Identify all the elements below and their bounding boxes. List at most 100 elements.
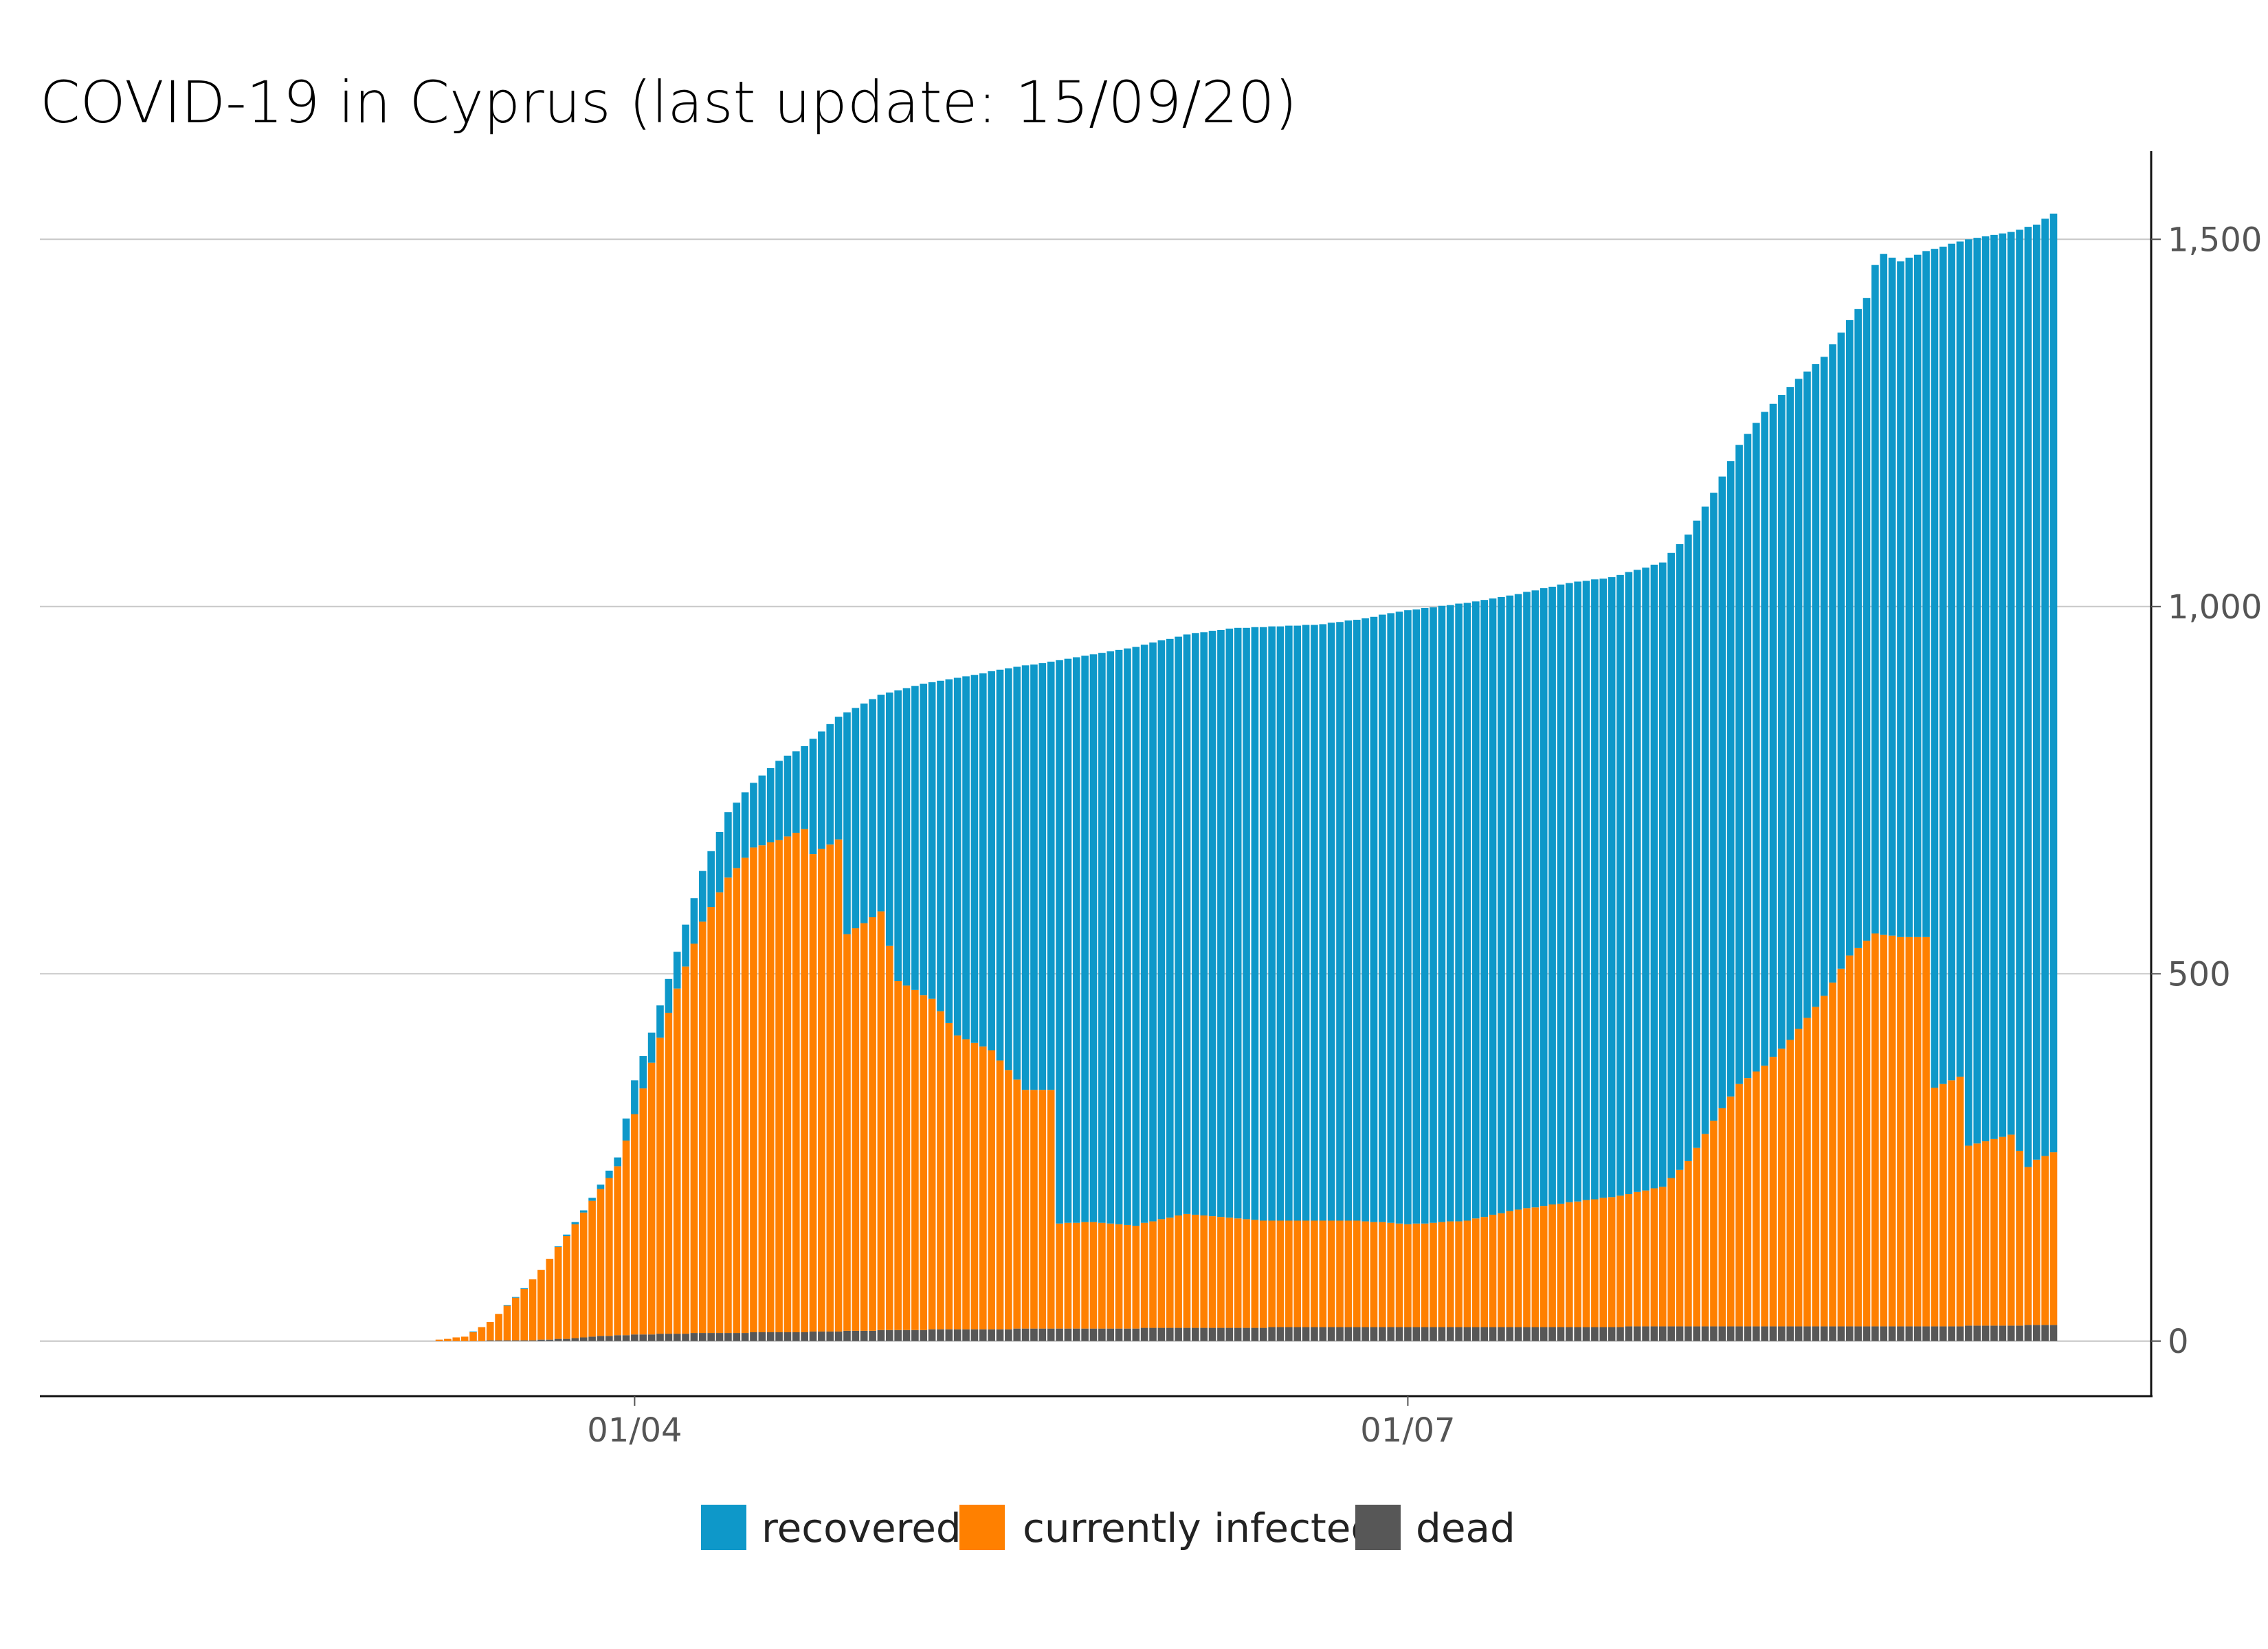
bar-dead-2020-05-26 — [1098, 1328, 1106, 1341]
bar-recovered-2020-08-13 — [1769, 403, 1777, 1057]
bar-dead-2020-06-10 — [1225, 1327, 1234, 1341]
bar-infected-2020-07-08 — [1463, 1220, 1471, 1327]
bar-recovered-2020-03-24 — [563, 1234, 570, 1236]
bar-infected-2020-03-29 — [605, 1178, 613, 1336]
bar-infected-2020-03-28 — [597, 1189, 605, 1336]
bar-infected-2020-07-16 — [1531, 1207, 1539, 1327]
bar-dead-2020-03-28 — [597, 1336, 605, 1341]
bar-infected-2020-04-22 — [809, 854, 817, 1332]
bar-recovered-2020-04-14 — [741, 792, 749, 858]
bar-infected-2020-07-30 — [1650, 1188, 1658, 1327]
bar-infected-2020-07-20 — [1566, 1202, 1573, 1327]
bar-infected-2020-09-10 — [2007, 1134, 2015, 1326]
bar-dead-2020-08-03 — [1685, 1326, 1692, 1341]
bar-dead-2020-07-02 — [1412, 1327, 1421, 1341]
bar-dead-2020-08-02 — [1676, 1326, 1684, 1341]
bar-recovered-2020-04-12 — [724, 812, 732, 878]
bar-recovered-2020-06-27 — [1370, 616, 1378, 1222]
bar-dead-2020-09-01 — [1931, 1326, 1939, 1341]
bar-recovered-2020-05-09 — [953, 677, 961, 1036]
bar-dead-2020-08-17 — [1803, 1326, 1811, 1341]
bar-dead-2020-03-20 — [529, 1340, 537, 1341]
bar-recovered-2020-06-15 — [1268, 626, 1276, 1221]
bar-infected-2020-03-26 — [579, 1212, 588, 1338]
bar-infected-2020-05-19 — [1038, 1090, 1047, 1329]
bar-recovered-2020-03-26 — [579, 1210, 588, 1213]
bar-recovered-2020-08-03 — [1685, 535, 1692, 1161]
bar-infected-2020-07-17 — [1539, 1206, 1548, 1327]
bar-recovered-2020-09-12 — [2024, 227, 2032, 1167]
bar-recovered-2020-04-02 — [639, 1056, 647, 1089]
bar-recovered-2020-03-23 — [554, 1246, 562, 1247]
bar-dead-2020-03-17 — [503, 1340, 511, 1341]
bar-infected-2020-03-22 — [546, 1259, 554, 1340]
bar-dead-2020-03-29 — [605, 1336, 613, 1341]
bar-recovered-2020-06-06 — [1192, 633, 1199, 1215]
bar-infected-2020-06-18 — [1293, 1220, 1302, 1327]
bar-recovered-2020-06-17 — [1285, 625, 1293, 1221]
bar-dead-2020-07-20 — [1566, 1327, 1573, 1341]
bar-recovered-2020-03-31 — [622, 1118, 630, 1141]
bar-dead-2020-04-16 — [758, 1332, 766, 1341]
bar-dead-2020-06-15 — [1268, 1327, 1276, 1341]
bar-dead-2020-06-02 — [1157, 1327, 1166, 1341]
bar-dead-2020-08-12 — [1761, 1326, 1768, 1341]
legend: recovered currently infected dead — [701, 1505, 1515, 1551]
bar-infected-2020-03-10 — [444, 1338, 452, 1341]
bar-dead-2020-08-09 — [1735, 1326, 1743, 1341]
bar-infected-2020-07-22 — [1582, 1200, 1590, 1327]
bar-infected-2020-07-15 — [1523, 1208, 1531, 1327]
bar-infected-2020-05-01 — [885, 945, 893, 1330]
bar-infected-2020-06-27 — [1370, 1222, 1378, 1327]
bar-infected-2020-04-21 — [801, 829, 808, 1332]
bar-dead-2020-03-31 — [622, 1335, 630, 1341]
bar-dead-2020-07-30 — [1650, 1326, 1658, 1341]
bar-dead-2020-04-01 — [631, 1334, 638, 1341]
bar-recovered-2020-05-12 — [979, 673, 987, 1047]
bar-dead-2020-05-02 — [894, 1330, 902, 1341]
bar-recovered-2020-06-08 — [1208, 631, 1216, 1217]
bar-recovered-2020-06-10 — [1225, 628, 1234, 1218]
bar-infected-2020-05-20 — [1047, 1090, 1055, 1329]
bar-infected-2020-07-21 — [1574, 1201, 1581, 1327]
bar-dead-2020-08-25 — [1871, 1326, 1879, 1341]
bar-recovered-2020-05-05 — [920, 684, 928, 996]
bar-infected-2020-08-30 — [1913, 936, 1922, 1327]
bar-infected-2020-04-30 — [877, 911, 885, 1330]
bar-dead-2020-04-07 — [682, 1334, 689, 1341]
bar-dead-2020-07-05 — [1438, 1327, 1446, 1341]
bar-infected-2020-07-05 — [1438, 1222, 1446, 1327]
legend-label-dead: dead — [1416, 1505, 1515, 1551]
bar-recovered-2020-04-04 — [656, 1005, 664, 1038]
bar-dead-2020-07-14 — [1514, 1327, 1522, 1341]
bar-dead-2020-05-04 — [911, 1330, 919, 1341]
bar-infected-2020-07-10 — [1480, 1217, 1488, 1327]
bar-recovered-2020-07-18 — [1548, 586, 1556, 1204]
bar-infected-2020-06-04 — [1175, 1215, 1182, 1328]
bar-recovered-2020-07-06 — [1446, 605, 1454, 1222]
bar-infected-2020-04-20 — [792, 833, 800, 1332]
bar-recovered-2020-08-20 — [1829, 344, 1836, 983]
bar-recovered-2020-05-03 — [902, 688, 911, 986]
bar-recovered-2020-05-21 — [1056, 660, 1063, 1224]
bar-recovered-2020-06-04 — [1175, 636, 1182, 1216]
bar-infected-2020-03-24 — [563, 1235, 570, 1339]
bar-recovered-2020-04-13 — [733, 803, 741, 868]
bar-recovered-2020-08-30 — [1913, 254, 1922, 937]
bar-recovered-2020-07-15 — [1523, 592, 1531, 1209]
bar-infected-2020-08-21 — [1837, 968, 1845, 1327]
bar-recovered-2020-04-07 — [682, 924, 689, 967]
bar-recovered-2020-07-14 — [1514, 594, 1522, 1210]
bar-infected-2020-03-12 — [460, 1336, 469, 1341]
bar-recovered-2020-08-25 — [1871, 265, 1879, 934]
bar-dead-2020-05-15 — [1005, 1329, 1012, 1341]
bar-recovered-2020-09-05 — [1965, 239, 1972, 1146]
bar-recovered-2020-09-02 — [1939, 246, 1947, 1084]
bar-dead-2020-08-14 — [1778, 1326, 1786, 1341]
bar-infected-2020-07-19 — [1557, 1203, 1565, 1327]
bar-recovered-2020-07-26 — [1616, 574, 1624, 1196]
bar-recovered-2020-09-01 — [1931, 249, 1939, 1088]
bar-dead-2020-09-12 — [2024, 1325, 2032, 1341]
bar-recovered-2020-08-27 — [1888, 258, 1896, 936]
bar-recovered-2020-06-14 — [1259, 627, 1267, 1221]
